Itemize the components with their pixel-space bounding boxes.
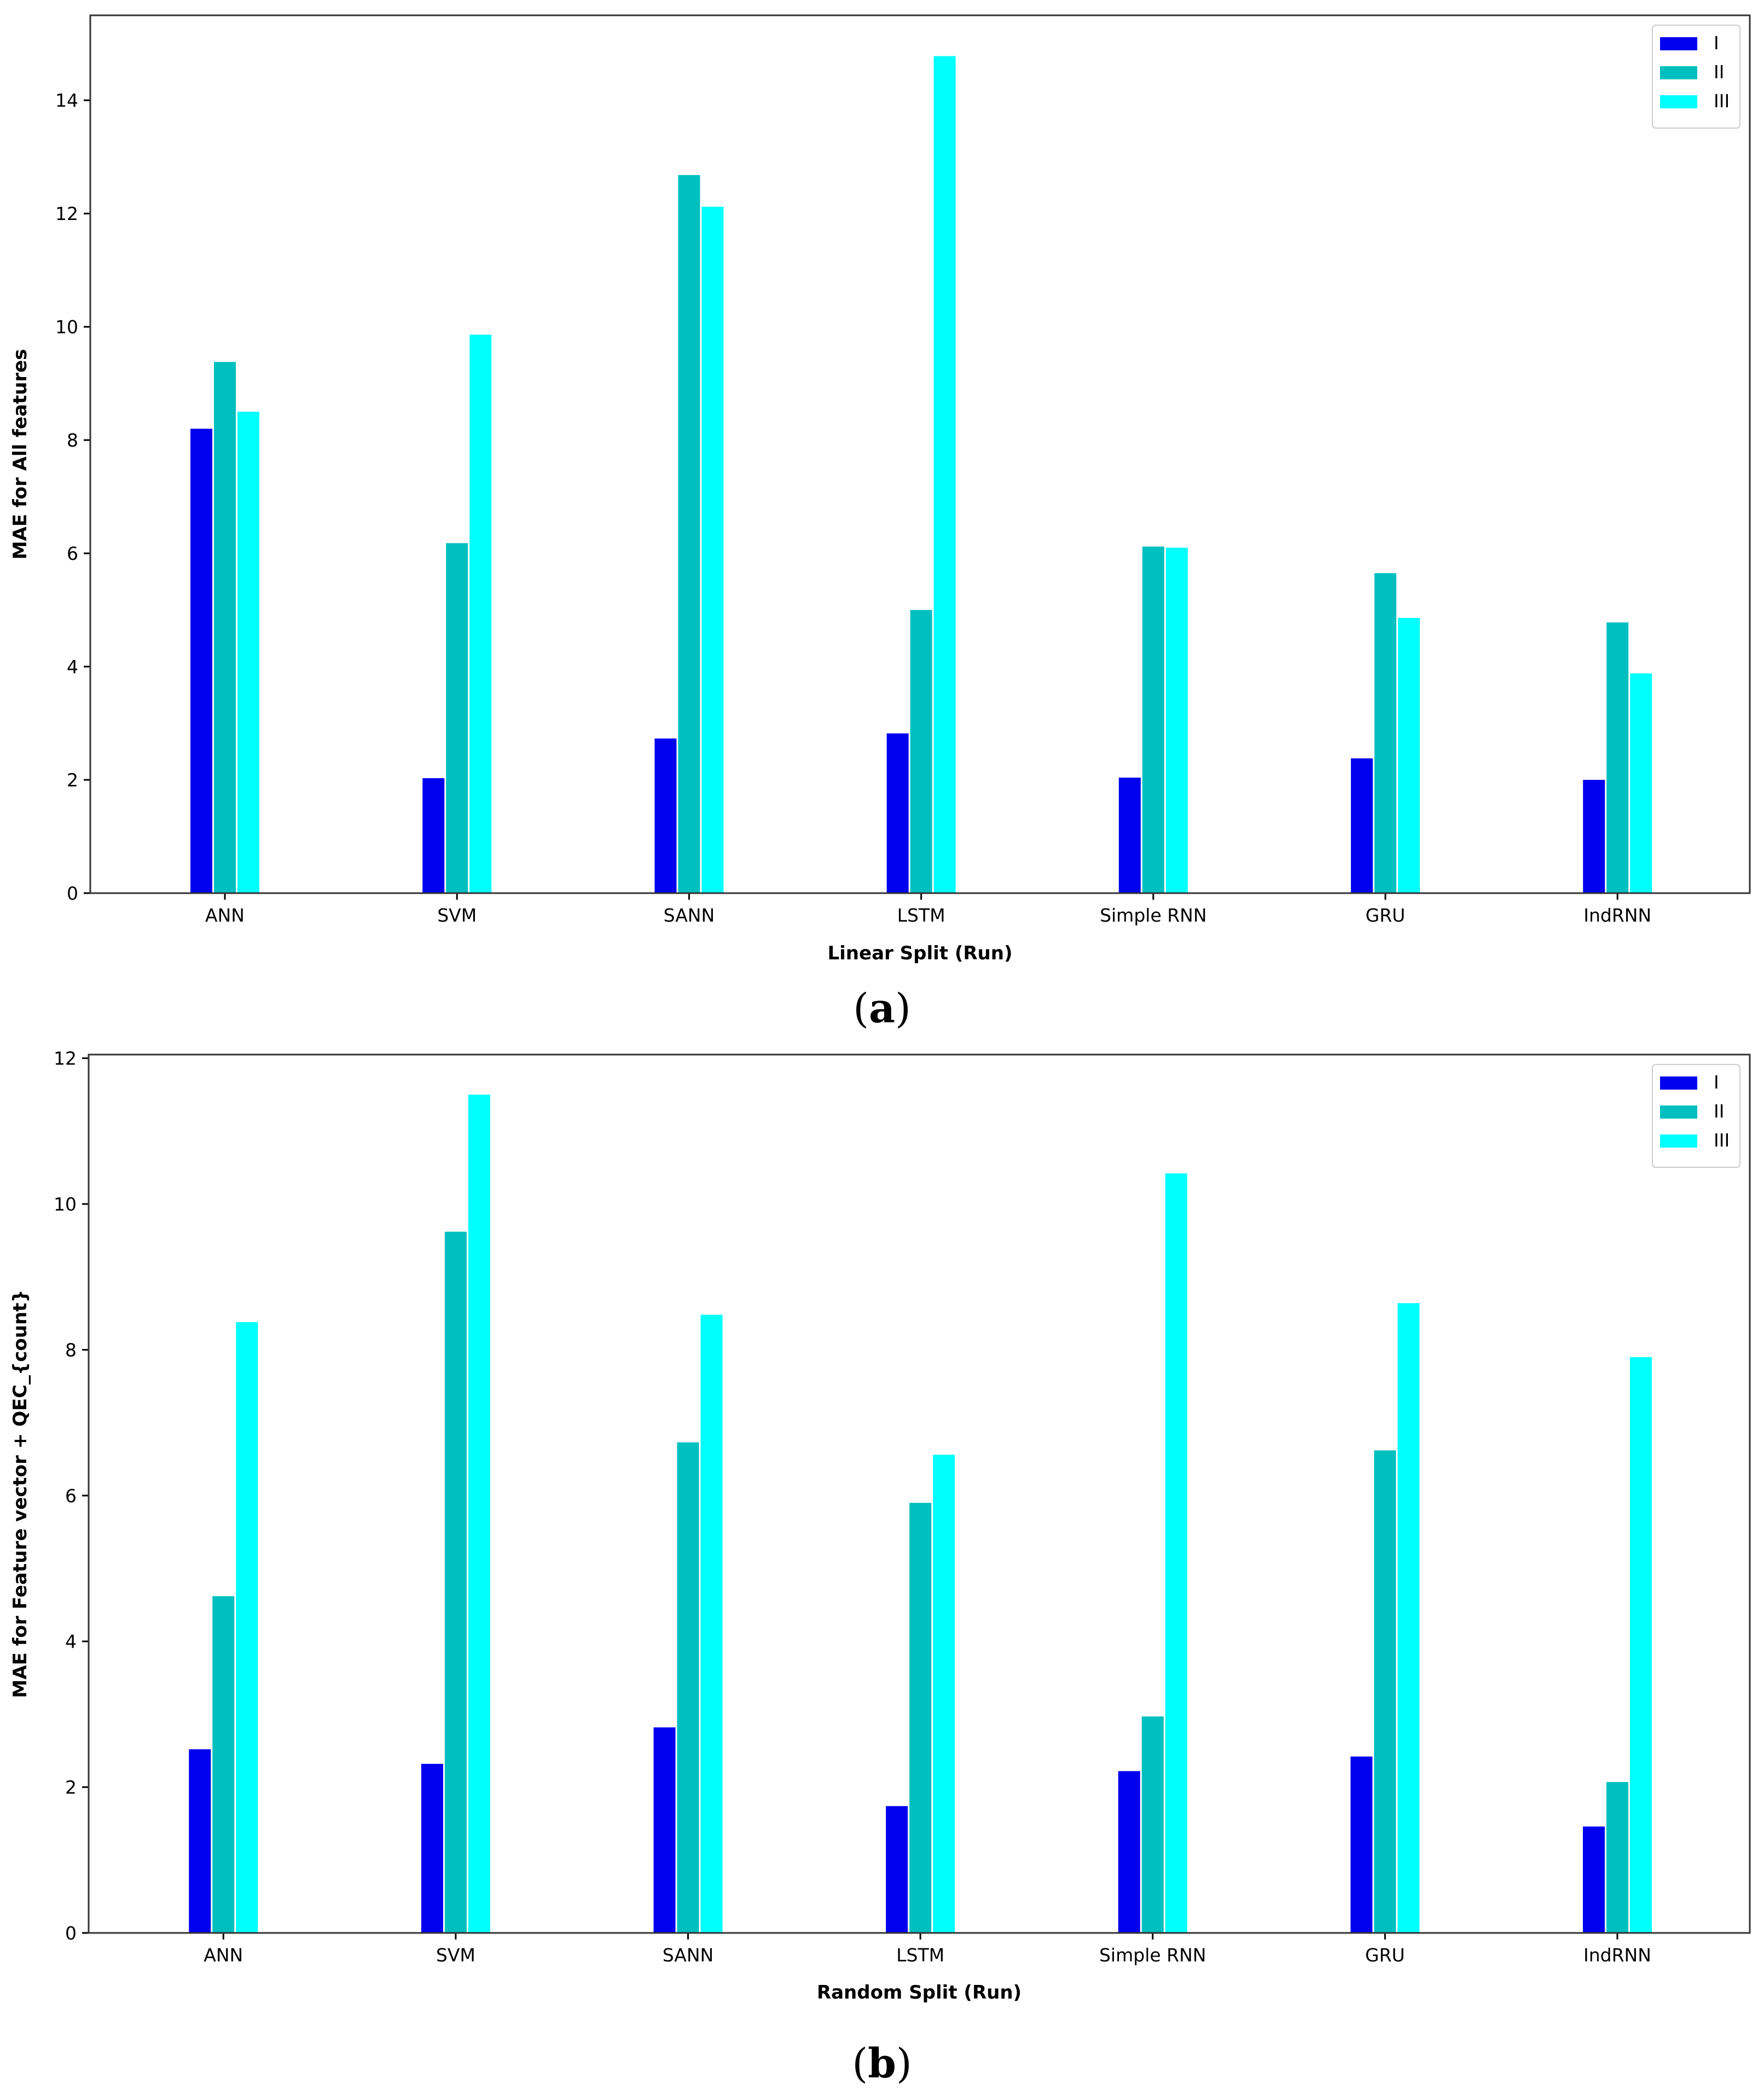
x-tick-label: GRU (1366, 905, 1406, 926)
bar-svm-II (444, 1231, 467, 1933)
bar-lstm-I (886, 733, 909, 893)
x-tick-label: IndRNN (1583, 1944, 1651, 1966)
bar-ann-II (214, 362, 236, 893)
bar-ann-III (236, 1322, 258, 1933)
bar-simple-rnn-II (1141, 1716, 1164, 1933)
y-tick-label: 2 (67, 769, 78, 791)
bar-gru-III (1397, 1303, 1420, 1933)
legend-swatch-I (1660, 37, 1697, 50)
caption-a: (a) (853, 985, 911, 1032)
plot-frame (89, 14, 1751, 894)
x-tick-label: SVM (436, 1944, 475, 1966)
x-axis-label: Linear Split (Run) (827, 942, 1012, 964)
y-tick-label: 12 (55, 203, 78, 224)
bar-lstm-I (886, 1806, 908, 1933)
legend-swatch-III (1660, 95, 1697, 108)
y-tick-label: 4 (65, 1631, 77, 1652)
y-tick-label: 8 (65, 1339, 77, 1360)
bar-simple-rnn-I (1118, 777, 1141, 893)
y-tick-label: 0 (65, 1923, 77, 1944)
bar-simple-rnn-I (1118, 1771, 1140, 1933)
legend-label-I: I (1714, 1072, 1719, 1093)
y-tick-label: 10 (54, 1194, 77, 1215)
y-tick-label: 2 (65, 1777, 77, 1798)
x-axis-label: Random Split (Run) (817, 1982, 1022, 2004)
legend-label-II: II (1714, 1101, 1724, 1122)
bar-sann-III (701, 206, 724, 893)
bar-svm-III (468, 1095, 490, 1933)
bar-indrnn-II (1606, 1782, 1628, 1933)
bar-lstm-II (910, 610, 932, 893)
y-tick-label: 0 (67, 883, 78, 904)
y-tick-label: 14 (55, 90, 78, 111)
bar-simple-rnn-II (1142, 546, 1164, 893)
legend-swatch-II (1660, 1105, 1697, 1119)
legend-label-III: III (1714, 90, 1730, 112)
bar-indrnn-III (1629, 1357, 1652, 1933)
plot-frame (88, 1053, 1751, 1934)
caption-b: (b) (852, 2040, 912, 2087)
x-tick-label: LSTM (896, 1944, 944, 1966)
legend-label-III: III (1714, 1130, 1730, 1151)
bar-sann-I (653, 1727, 676, 1933)
bar-gru-I (1351, 758, 1373, 893)
y-tick-label: 6 (65, 1485, 77, 1507)
x-tick-label: Simple RNN (1099, 1944, 1206, 1966)
x-tick-label: SANN (663, 1944, 714, 1966)
bar-lstm-III (933, 1455, 955, 1933)
bar-indrnn-I (1582, 1826, 1605, 1933)
x-tick-label: SVM (437, 905, 477, 926)
legend-swatch-I (1660, 1076, 1697, 1090)
bar-ann-I (189, 1749, 211, 1933)
bar-indrnn-II (1606, 622, 1629, 893)
y-axis-label: MAE for Feature vector + QEC_{count} (9, 1289, 31, 1698)
y-axis-label: MAE for All features (9, 349, 31, 560)
x-tick-label: LSTM (897, 905, 945, 926)
bar-gru-II (1374, 573, 1397, 893)
bar-ann-III (237, 412, 260, 893)
bar-ann-II (212, 1596, 235, 1933)
y-tick-label: 4 (67, 656, 78, 678)
chart-a: ANN SVM SANN LSTM Simple RNN GRU IndRNN 0 2 4 6 8 10… (9, 14, 1751, 964)
chart-b: ANN SVM SANN LSTM Simple RNN GRU IndRNN 0 2 4 6 8 10… (9, 1048, 1751, 2004)
bar-ann-I (190, 429, 213, 893)
bar-sann-II (677, 1442, 699, 1933)
x-tick-label: ANN (205, 905, 245, 926)
bar-svm-II (446, 543, 468, 893)
legend-label-I: I (1714, 32, 1719, 54)
bar-indrnn-III (1630, 673, 1652, 893)
bar-gru-III (1398, 618, 1420, 893)
y-tick-label: 8 (67, 430, 78, 451)
x-tick-label: SANN (664, 905, 715, 926)
x-tick-label: Simple RNN (1100, 905, 1206, 926)
bar-svm-I (421, 1763, 443, 1933)
bar-simple-rnn-III (1165, 1173, 1187, 1933)
bar-svm-III (469, 334, 492, 893)
bar-gru-II (1374, 1450, 1396, 1933)
bar-lstm-II (909, 1503, 932, 1933)
x-tick-label: ANN (204, 1944, 243, 1966)
x-tick-label: GRU (1365, 1944, 1405, 1966)
bar-indrnn-I (1583, 780, 1605, 893)
bar-simple-rnn-III (1165, 547, 1188, 893)
legend-swatch-II (1660, 66, 1697, 79)
y-tick-label: 6 (67, 543, 78, 564)
bar-sann-I (654, 738, 677, 893)
bar-sann-II (678, 175, 700, 894)
legend-swatch-III (1660, 1134, 1697, 1148)
y-tick-label: 10 (55, 316, 78, 338)
y-tick-label: 12 (54, 1048, 77, 1069)
bar-gru-I (1350, 1756, 1373, 1933)
x-tick-label: IndRNN (1583, 905, 1651, 926)
legend-label-II: II (1714, 61, 1724, 83)
bar-lstm-III (933, 56, 956, 893)
bar-svm-I (422, 778, 445, 893)
bar-sann-III (700, 1315, 723, 1933)
